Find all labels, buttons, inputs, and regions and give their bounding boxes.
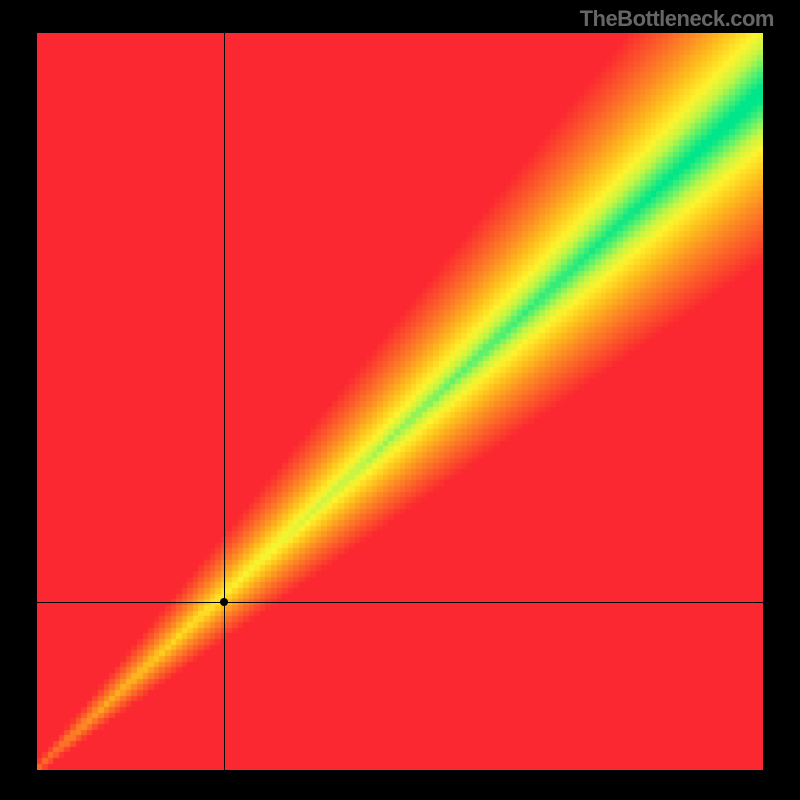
crosshair-vertical (224, 33, 225, 770)
heatmap-canvas (37, 33, 763, 770)
attribution-text: TheBottleneck.com (580, 6, 774, 32)
crosshair-marker (220, 598, 228, 606)
heatmap-plot (37, 33, 763, 770)
crosshair-horizontal (37, 602, 763, 603)
